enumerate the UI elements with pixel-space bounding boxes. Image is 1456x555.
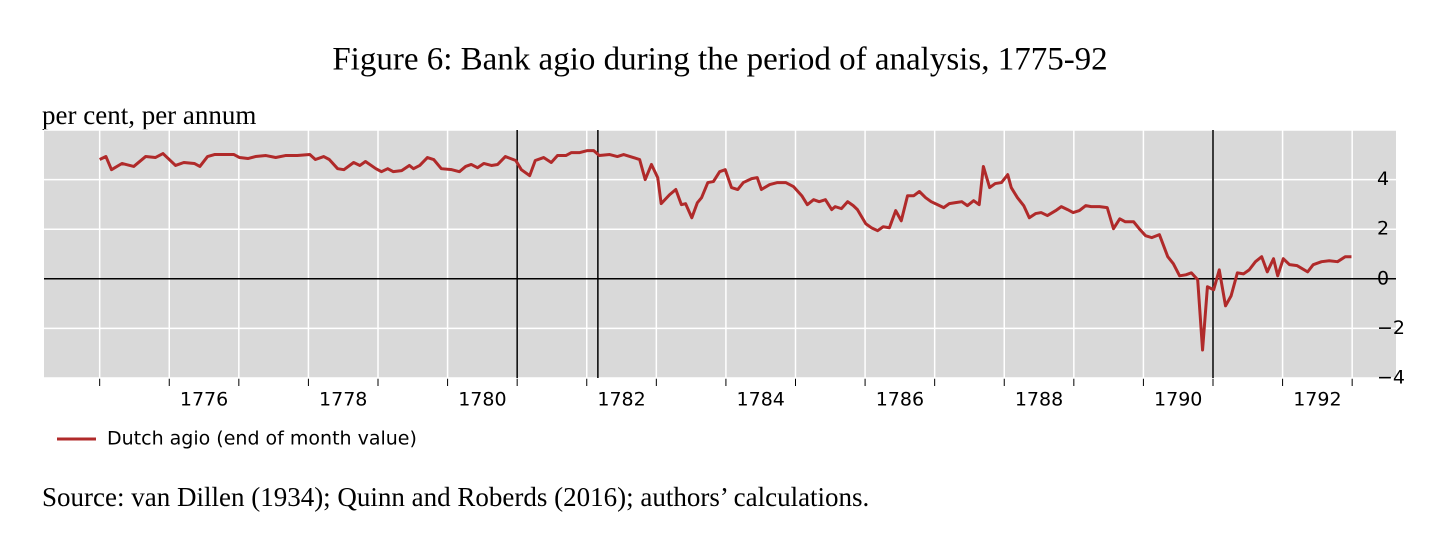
x-tick-label: 1778	[319, 389, 367, 411]
y-axis-label: per cent, per annum	[42, 100, 256, 130]
x-tick-label: 1788	[1015, 389, 1063, 411]
x-tick-label: 1790	[1154, 389, 1202, 411]
y-tick-label: −4	[1377, 367, 1405, 389]
data-line	[99, 149, 1352, 352]
x-tick-label: 1786	[876, 389, 924, 411]
y-tick-label: 2	[1377, 218, 1389, 240]
y-tick-label: 4	[1377, 168, 1389, 190]
plot-background	[44, 130, 1396, 378]
x-tick-label: 1782	[597, 389, 645, 411]
y-tick-label: −2	[1377, 317, 1405, 339]
x-tick-label: 1784	[737, 389, 785, 411]
source-note: Source: van Dillen (1934); Quinn and Rob…	[42, 482, 869, 512]
x-tick-label: 1780	[458, 389, 506, 411]
x-tick-label: 1792	[1293, 389, 1341, 411]
x-tick-label: 1776	[180, 389, 228, 411]
legend-label: Dutch agio (end of month value)	[107, 428, 417, 450]
chart-title: Figure 6: Bank agio during the period of…	[332, 42, 1107, 78]
